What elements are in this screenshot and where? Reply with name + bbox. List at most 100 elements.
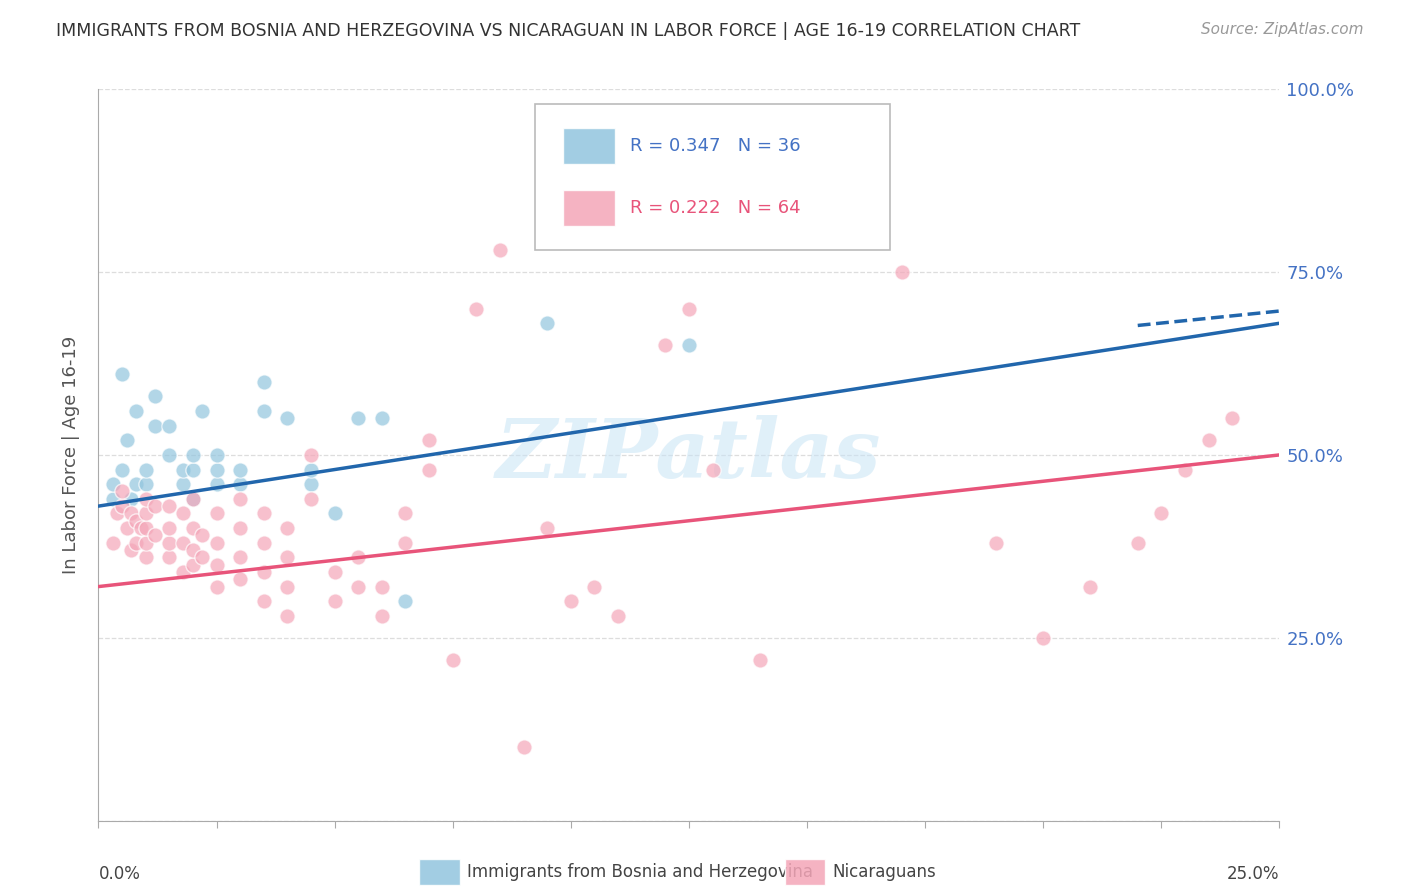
Point: [299, 462, 322, 476]
Point: [125, 535, 148, 549]
Point: [299, 477, 322, 491]
Point: [347, 550, 370, 565]
Point: [205, 448, 228, 462]
Point: [984, 535, 1007, 549]
Point: [121, 543, 143, 558]
Point: [371, 411, 394, 425]
Point: [172, 535, 194, 549]
Point: [890, 265, 912, 279]
Point: [299, 448, 322, 462]
Point: [1150, 507, 1173, 521]
Point: [253, 594, 276, 608]
Point: [253, 535, 276, 549]
Point: [172, 462, 194, 476]
Point: [844, 192, 866, 206]
Point: [143, 418, 166, 433]
Point: [229, 491, 252, 506]
Point: [229, 462, 252, 476]
Point: [143, 499, 166, 513]
Point: [418, 462, 440, 476]
Text: IMMIGRANTS FROM BOSNIA AND HERZEGOVINA VS NICARAGUAN IN LABOR FORCE | AGE 16-19 : IMMIGRANTS FROM BOSNIA AND HERZEGOVINA V…: [56, 22, 1080, 40]
Point: [702, 462, 724, 476]
Point: [253, 565, 276, 579]
Point: [115, 434, 138, 448]
Point: [536, 521, 558, 535]
FancyBboxPatch shape: [562, 128, 614, 164]
Point: [347, 411, 370, 425]
Point: [205, 507, 228, 521]
Point: [607, 608, 630, 623]
Point: [181, 491, 204, 506]
Point: [181, 462, 204, 476]
FancyBboxPatch shape: [536, 103, 890, 250]
Point: [125, 404, 148, 418]
Point: [205, 580, 228, 594]
Point: [253, 404, 276, 418]
Point: [191, 528, 214, 542]
Point: [323, 565, 346, 579]
Point: [229, 550, 252, 565]
Point: [157, 550, 180, 565]
Point: [323, 507, 346, 521]
Text: 25.0%: 25.0%: [1227, 864, 1279, 882]
Point: [512, 740, 534, 755]
Point: [135, 550, 157, 565]
Text: ZIPatlas: ZIPatlas: [496, 415, 882, 495]
Point: [157, 418, 180, 433]
Point: [143, 528, 166, 542]
Point: [111, 499, 134, 513]
Point: [748, 653, 770, 667]
Point: [1032, 631, 1054, 645]
Point: [135, 491, 157, 506]
Point: [181, 558, 204, 572]
Point: [205, 535, 228, 549]
Point: [129, 521, 152, 535]
Point: [105, 507, 128, 521]
Point: [347, 580, 370, 594]
FancyBboxPatch shape: [562, 190, 614, 226]
Point: [157, 521, 180, 535]
Point: [135, 521, 157, 535]
Text: R = 0.347   N = 36: R = 0.347 N = 36: [630, 136, 800, 154]
Point: [394, 507, 416, 521]
Point: [299, 491, 322, 506]
Point: [135, 535, 157, 549]
Point: [276, 521, 298, 535]
Point: [253, 375, 276, 389]
Point: [560, 594, 582, 608]
Point: [111, 484, 134, 499]
Point: [253, 507, 276, 521]
Point: [205, 462, 228, 476]
Point: [125, 477, 148, 491]
Point: [101, 491, 124, 506]
Text: Nicaraguans: Nicaraguans: [832, 863, 936, 881]
Point: [181, 491, 204, 506]
Point: [276, 608, 298, 623]
Text: Immigrants from Bosnia and Herzegovina: Immigrants from Bosnia and Herzegovina: [467, 863, 813, 881]
Y-axis label: In Labor Force | Age 16-19: In Labor Force | Age 16-19: [62, 335, 80, 574]
Point: [323, 594, 346, 608]
Point: [101, 477, 124, 491]
Point: [678, 301, 700, 316]
Point: [276, 580, 298, 594]
Point: [135, 462, 157, 476]
Point: [229, 572, 252, 586]
Point: [125, 514, 148, 528]
Point: [394, 594, 416, 608]
Point: [229, 477, 252, 491]
Point: [1198, 434, 1220, 448]
Point: [394, 535, 416, 549]
Point: [1174, 462, 1197, 476]
Text: Source: ZipAtlas.com: Source: ZipAtlas.com: [1201, 22, 1364, 37]
Point: [157, 535, 180, 549]
Point: [111, 368, 134, 382]
Text: R = 0.222   N = 64: R = 0.222 N = 64: [630, 199, 800, 217]
Point: [191, 550, 214, 565]
Point: [536, 316, 558, 330]
Point: [181, 521, 204, 535]
Point: [1080, 580, 1102, 594]
Point: [1126, 535, 1149, 549]
Point: [157, 448, 180, 462]
Point: [465, 301, 488, 316]
Point: [418, 434, 440, 448]
